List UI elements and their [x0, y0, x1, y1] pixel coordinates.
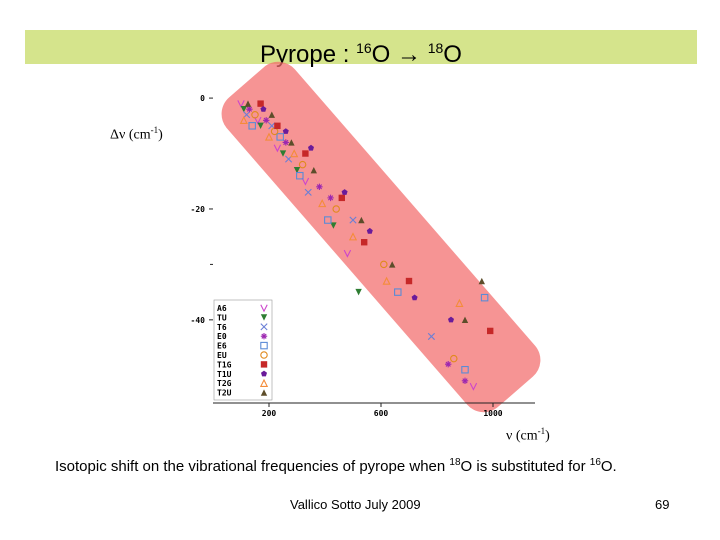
- data-point: [338, 194, 345, 202]
- x-tick-label: 200: [262, 409, 277, 418]
- data-point: [332, 205, 340, 213]
- data-point: [298, 160, 307, 169]
- legend-marker: [261, 370, 267, 377]
- legend-label: T1U: [217, 370, 232, 379]
- data-point: [341, 189, 348, 195]
- data-point: [254, 116, 262, 125]
- data-point: [308, 144, 314, 151]
- data-point: [276, 133, 284, 141]
- legend-label: TU: [217, 313, 227, 322]
- data-point: [411, 294, 418, 301]
- data-point: [487, 327, 494, 335]
- y-axis-label: Δν (cm-1): [110, 125, 163, 143]
- legend-label: E6: [217, 342, 227, 351]
- data-point: [304, 188, 312, 196]
- data-point: [455, 298, 464, 307]
- x-tick-label: 600: [374, 409, 389, 418]
- data-point: [389, 261, 396, 268]
- data-point: [448, 316, 454, 323]
- data-point: [246, 105, 253, 113]
- legend-marker: [260, 389, 268, 396]
- data-point: [240, 105, 247, 113]
- legend-label: T1G: [217, 360, 232, 369]
- data-point: [405, 277, 413, 285]
- y-tick-label: -40: [191, 316, 206, 325]
- data-point: [310, 166, 317, 174]
- data-point: [239, 115, 248, 125]
- figure-caption: Isotopic shift on the vibrational freque…: [55, 457, 617, 475]
- data-point: [264, 132, 274, 141]
- data-point: [257, 100, 264, 107]
- data-point: [296, 171, 304, 180]
- data-point: [316, 183, 323, 190]
- data-point: [461, 365, 469, 374]
- data-point: [461, 316, 469, 324]
- data-point: [348, 232, 358, 241]
- data-point: [427, 332, 435, 341]
- data-point: [478, 277, 485, 285]
- legend-marker: [259, 378, 269, 387]
- footer-text: Vallico Sotto July 2009: [290, 497, 421, 512]
- data-point: [288, 139, 295, 146]
- data-point: [301, 177, 310, 186]
- legend-label: E0: [217, 332, 227, 341]
- data-point: [290, 149, 299, 158]
- data-point: [394, 288, 402, 296]
- data-point: [293, 166, 301, 174]
- data-point: [366, 227, 373, 234]
- data-point: [282, 139, 289, 146]
- legend-marker: [260, 314, 268, 321]
- data-point: [358, 216, 365, 224]
- page-number: 69: [655, 497, 670, 512]
- data-point: [274, 122, 281, 130]
- data-point: [248, 122, 256, 130]
- data-point: [268, 111, 275, 118]
- data-point: [273, 144, 282, 153]
- data-point: [251, 110, 259, 119]
- slide-title: Pyrope : 16O → 18O: [260, 40, 462, 68]
- legend-label: T2U: [217, 389, 232, 398]
- data-point: [324, 216, 332, 224]
- data-point: [330, 222, 337, 229]
- data-point: [355, 288, 362, 296]
- legend-label: T2G: [217, 379, 232, 388]
- data-point: [263, 117, 270, 124]
- data-point: [257, 122, 264, 130]
- data-point: [461, 377, 469, 385]
- legend-marker: [260, 341, 268, 350]
- data-point: [243, 111, 251, 119]
- data-point: [382, 276, 391, 285]
- legend-marker: [260, 351, 268, 359]
- data-point: [343, 249, 352, 258]
- data-point: [318, 198, 327, 208]
- data-point: [237, 100, 245, 109]
- data-point: [282, 128, 289, 134]
- x-axis-label: ν (cm-1): [506, 426, 550, 444]
- data-point: [327, 194, 334, 202]
- legend-label: A6: [217, 304, 227, 313]
- highlight-band: [221, 61, 541, 413]
- legend-marker: [260, 304, 268, 313]
- data-point: [260, 106, 267, 112]
- data-point: [302, 150, 309, 157]
- legend-label: EU: [217, 351, 227, 360]
- x-tick-label: 1000: [483, 409, 502, 418]
- title-band: Pyrope : 16O → 18O: [25, 30, 697, 68]
- data-point: [469, 382, 478, 391]
- data-point: [349, 216, 357, 224]
- legend-label: T6: [217, 323, 227, 332]
- data-point: [445, 360, 452, 368]
- data-point: [450, 354, 458, 363]
- legend-marker: [260, 333, 268, 340]
- y-tick-label: 0: [200, 94, 205, 103]
- data-point: [244, 100, 252, 107]
- legend-marker: [260, 361, 268, 368]
- data-point: [380, 260, 388, 269]
- data-point: [361, 239, 368, 246]
- data-point: [279, 150, 287, 157]
- y-tick-label: -20: [191, 205, 206, 214]
- legend-marker: [260, 323, 268, 331]
- data-point: [480, 293, 489, 302]
